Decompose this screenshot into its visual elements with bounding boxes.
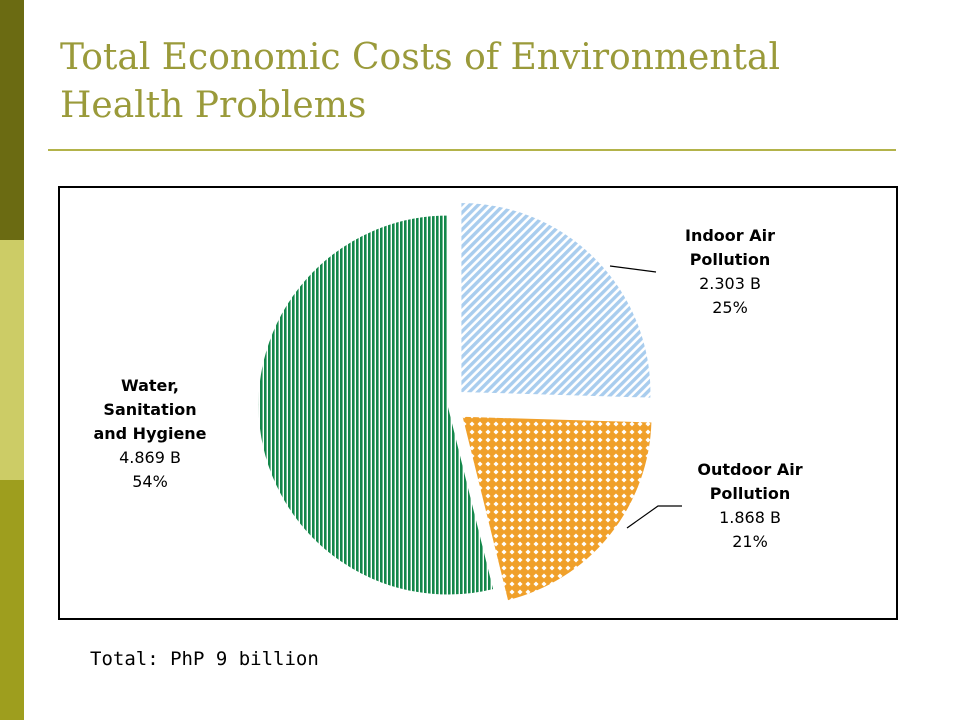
- pie-chart: [257, 201, 682, 602]
- slice-name-water-line2: Sanitation: [103, 400, 197, 419]
- sidebar-segment-mid: [0, 480, 24, 720]
- title-underline: [48, 149, 896, 151]
- slice-name-outdoor-line1: Outdoor Air: [697, 460, 803, 479]
- slice-name-water-line3: and Hygiene: [93, 424, 207, 443]
- slice-name-indoor-line2: Pollution: [689, 250, 771, 269]
- slide-title: Total Economic Costs of Environmental He…: [60, 37, 780, 126]
- sidebar-segment-dark: [0, 0, 24, 240]
- slice-label-outdoor-air: Outdoor Air Pollution 1.868 B 21%: [650, 458, 850, 554]
- slice-name-water-line1: Water,: [121, 376, 179, 395]
- slice-value-water: 4.869 B: [119, 448, 181, 467]
- slice-name-outdoor-line2: Pollution: [709, 484, 791, 503]
- pie-chart-frame: Indoor Air Pollution 2.303 B 25% Outdoor…: [58, 186, 898, 620]
- slice-percent-indoor: 25%: [712, 298, 748, 317]
- slide-sidebar: [0, 0, 24, 720]
- slice-label-water-sanitation: Water, Sanitation and Hygiene 4.869 B 54…: [70, 374, 230, 494]
- slice-value-outdoor: 1.868 B: [719, 508, 781, 527]
- sidebar-segment-light: [0, 240, 24, 480]
- slice-label-indoor-air: Indoor Air Pollution 2.303 B 25%: [630, 224, 830, 320]
- leader-line-outdoor: [626, 505, 682, 529]
- slice-name-indoor-line1: Indoor Air: [685, 226, 775, 245]
- slice-value-indoor: 2.303 B: [699, 274, 761, 293]
- pie-slice-water-sanitation-and-hygiene: [257, 214, 495, 596]
- slice-percent-outdoor: 21%: [732, 532, 768, 551]
- total-note: Total: PhP 9 billion: [90, 648, 319, 670]
- slice-percent-water: 54%: [132, 472, 168, 491]
- pie-slice-outdoor-air-pollution: [461, 415, 653, 602]
- pie-slice-indoor-air-pollution: [460, 201, 652, 399]
- leader-line-indoor: [609, 265, 657, 273]
